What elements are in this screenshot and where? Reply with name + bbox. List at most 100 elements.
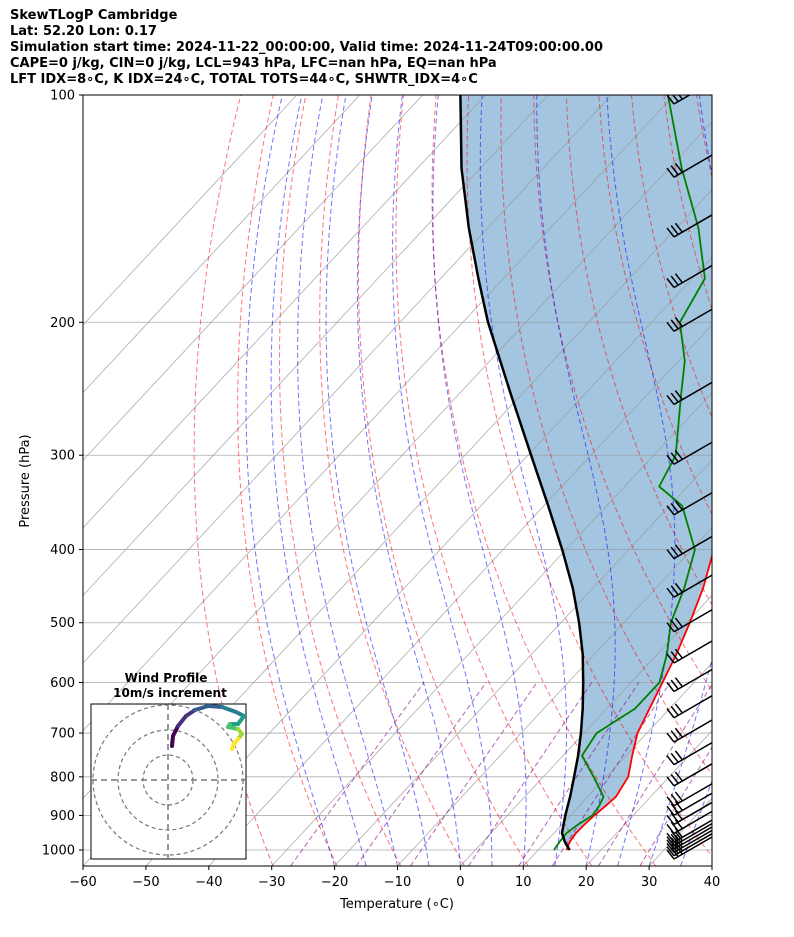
chart-title: SkewTLogP Cambridge — [10, 8, 178, 23]
dry-adiabat — [279, 95, 402, 866]
mixing-ratio-line — [409, 682, 538, 866]
hodograph-segment — [220, 705, 238, 714]
dry-adiabat — [729, 95, 794, 866]
location-line: Lat: 52.20 Lon: 0.17 — [10, 24, 157, 39]
moist-adiabat — [392, 95, 493, 866]
hodograph-title: Wind Profile — [125, 671, 208, 685]
dry-adiabat — [319, 95, 465, 866]
moist-adiabat — [325, 95, 430, 866]
x-tick-label: −10 — [384, 875, 411, 890]
dry-adiabat — [395, 95, 593, 866]
isotherm-line — [83, 95, 612, 664]
x-tick-label: 20 — [578, 875, 595, 890]
title-block: SkewTLogP Cambridge Lat: 52.20 Lon: 0.17… — [10, 8, 603, 88]
wind-barb — [666, 822, 712, 847]
isotherm-line — [334, 459, 712, 866]
mixing-ratio-line — [597, 683, 712, 866]
isotherm-line — [83, 95, 486, 529]
moist-adiabat — [479, 95, 567, 866]
x-tick-label: −40 — [195, 875, 222, 890]
y-tick-label: 600 — [50, 676, 75, 691]
wind-barb — [666, 763, 712, 787]
wind-barb — [666, 492, 712, 516]
hodograph: Wind Profile 10m/s increment — [90, 671, 247, 860]
moist-adiabat — [648, 95, 712, 866]
x-tick-label: 40 — [704, 875, 721, 890]
mixing-ratio-line — [355, 682, 487, 866]
y-tick-label: 700 — [50, 727, 75, 742]
moist-adiabat — [432, 95, 527, 866]
mixing-ratio-line — [518, 682, 640, 866]
y-axis-label: Pressure (hPa) — [18, 434, 33, 527]
x-tick-label: −50 — [132, 875, 159, 890]
y-tick-label: 500 — [50, 616, 75, 631]
wind-barb — [666, 214, 712, 238]
moist-adiabat — [297, 95, 398, 866]
wind-barb — [666, 695, 712, 719]
y-tick-label: 1000 — [42, 844, 75, 859]
wind-barb — [666, 535, 712, 560]
moist-adiabat — [711, 864, 712, 866]
isotherm-line — [83, 95, 549, 597]
wind-barb — [666, 742, 712, 766]
wind-barb — [666, 95, 692, 105]
isotherm-line — [83, 95, 675, 732]
dry-adiabat — [500, 95, 712, 776]
hodograph-segment — [176, 714, 188, 728]
moist-adiabat — [680, 779, 712, 866]
x-tick-label: 30 — [641, 875, 658, 890]
dewpoint-line — [553, 95, 706, 851]
dry-adiabat — [565, 95, 712, 606]
x-tick-label: −20 — [321, 875, 348, 890]
isotherm-line — [145, 256, 712, 866]
parcel-line — [459, 95, 585, 851]
hodograph-segment — [206, 704, 224, 709]
isotherm-line — [83, 95, 298, 326]
x-axis-label: Temperature (∘C) — [339, 897, 454, 912]
x-tick-label: 10 — [515, 875, 532, 890]
hodograph-segment — [230, 742, 236, 751]
cin-shading — [460, 95, 712, 850]
wind-barb — [666, 308, 712, 332]
moist-adiabat — [536, 95, 616, 866]
isotherm-line — [271, 391, 712, 866]
wind-barb — [666, 154, 712, 178]
mixing-ratio-line — [551, 682, 671, 866]
isotherm-line — [83, 95, 361, 394]
y-tick-label: 400 — [50, 543, 75, 558]
dry-adiabat — [431, 95, 657, 866]
wind-barb — [666, 574, 712, 598]
isotherm-line — [83, 95, 423, 461]
wind-barb — [666, 801, 712, 826]
wind-barb — [666, 668, 712, 693]
moist-adiabat — [245, 95, 336, 866]
isotherm-line — [208, 324, 712, 866]
hodograph-segment — [193, 704, 210, 712]
isotherm-line — [523, 662, 712, 866]
mixing-ratio-line — [639, 746, 712, 866]
mixing-ratio-line — [290, 682, 425, 866]
isotherm-line — [585, 730, 712, 866]
y-tick-label: 200 — [50, 316, 75, 331]
wind-barb — [666, 719, 712, 743]
wind-barb — [666, 441, 712, 465]
wind-barb — [666, 381, 712, 406]
hodograph-subtitle: 10m/s increment — [113, 686, 227, 700]
cape-line: CAPE=0 j/kg, CIN=0 j/kg, LCL=943 hPa, LF… — [10, 56, 497, 71]
dry-adiabat — [237, 95, 338, 866]
isotherm-line — [711, 865, 712, 866]
y-tick-label: 300 — [50, 449, 75, 464]
x-tick-label: −60 — [69, 875, 96, 890]
wind-barb — [666, 640, 712, 664]
isotherm-line — [397, 527, 712, 866]
dry-adiabat — [630, 95, 712, 419]
temperature-line — [565, 552, 712, 851]
wind-barb — [666, 609, 712, 633]
dry-adiabat — [357, 95, 529, 866]
x-tick-label: 0 — [456, 875, 464, 890]
wind-barb — [666, 783, 712, 807]
wind-barb — [666, 792, 712, 816]
y-tick-label: 800 — [50, 770, 75, 785]
index-line: LFT IDX=8∘C, K IDX=24∘C, TOTAL TOTS=44∘C… — [10, 72, 478, 87]
